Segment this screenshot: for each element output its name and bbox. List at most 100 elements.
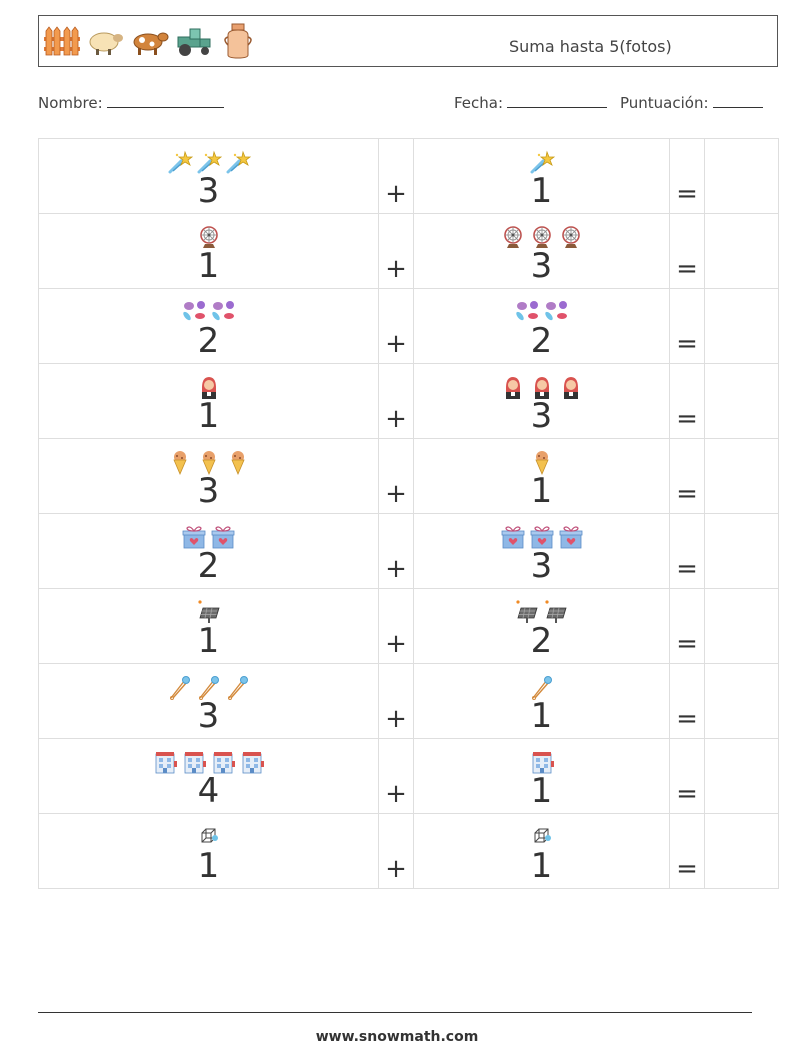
plus-sign: + (385, 554, 407, 584)
plus-sign-cell: + (378, 438, 414, 514)
addend-a: 1 (197, 246, 220, 286)
addend-a: 4 (197, 771, 220, 811)
answer-cell[interactable] (704, 663, 779, 739)
equals-sign-cell: = (669, 513, 705, 589)
plus-sign-cell: + (378, 138, 414, 214)
safety-pin-icon (529, 674, 555, 700)
cow-icon (130, 21, 170, 61)
shooting-star-icon (529, 149, 555, 175)
answer-cell[interactable] (704, 588, 779, 664)
building-icon (210, 749, 236, 775)
addend-b: 1 (530, 846, 553, 886)
ice-cream-cone-icon (225, 449, 251, 476)
answer-cell[interactable] (704, 288, 779, 364)
addend-a: 1 (197, 396, 220, 436)
solar-panel-icon (543, 599, 569, 625)
date-label: Fecha: (454, 94, 504, 112)
plus-sign: + (385, 404, 407, 434)
addend-b: 1 (530, 771, 553, 811)
problem-row: 3 +1 = (38, 438, 779, 514)
name-field: Nombre: (38, 94, 224, 112)
plus-sign-cell: + (378, 588, 414, 664)
equals-sign: = (676, 629, 698, 659)
plus-sign: + (385, 179, 407, 209)
answer-cell[interactable] (704, 438, 779, 514)
ferris-wheel-icon (500, 224, 526, 250)
solar-panel-icon (514, 599, 540, 625)
plus-sign: + (385, 854, 407, 884)
answer-cell[interactable] (704, 213, 779, 289)
addend-b: 2 (530, 621, 553, 661)
answer-cell[interactable] (704, 363, 779, 439)
equals-sign-cell: = (669, 813, 705, 889)
picture-group (39, 299, 378, 325)
building-icon (239, 749, 265, 775)
problem-row: 1 +1 = (38, 813, 779, 889)
gift-box-icon (558, 524, 584, 550)
building-icon (529, 749, 555, 775)
candies-icon (543, 299, 569, 325)
addend-a-cell: 4 (38, 738, 379, 814)
picture-group (414, 599, 669, 625)
addend-b-cell: 2 (413, 288, 670, 364)
equals-sign: = (676, 779, 698, 809)
addend-b-cell: 3 (413, 363, 670, 439)
addend-a: 2 (197, 546, 220, 586)
equals-sign-cell: = (669, 588, 705, 664)
addend-b: 3 (530, 246, 553, 286)
safety-pin-icon (167, 674, 193, 700)
equals-sign-cell: = (669, 213, 705, 289)
candies-icon (181, 299, 207, 325)
header-icons (42, 21, 258, 61)
date-blank[interactable] (507, 106, 608, 108)
plus-sign-cell: + (378, 363, 414, 439)
addend-b-cell: 1 (413, 138, 670, 214)
footer-url: www.snowmath.com (315, 1029, 479, 1045)
picture-group (414, 299, 669, 325)
plus-sign-cell: + (378, 813, 414, 889)
addend-a-cell: 1 (38, 213, 379, 289)
picture-group (414, 824, 669, 850)
picture-group (39, 374, 378, 400)
equals-sign-cell: = (669, 288, 705, 364)
safety-pin-icon (196, 674, 222, 700)
gift-box-icon (500, 524, 526, 550)
plus-sign-cell: + (378, 213, 414, 289)
answer-cell[interactable] (704, 138, 779, 214)
problem-row: 2 +3 = (38, 513, 779, 589)
addend-a-cell: 3 (38, 663, 379, 739)
problem-row: 1 +3 = (38, 363, 779, 439)
score-blank[interactable] (712, 106, 763, 108)
building-icon (181, 749, 207, 775)
addend-a-cell: 1 (38, 813, 379, 889)
picture-group (414, 524, 669, 550)
addend-b: 3 (530, 546, 553, 586)
milk-jug-icon (218, 21, 258, 61)
score-field: Puntuación: (620, 94, 763, 112)
addend-b: 1 (530, 696, 553, 736)
picture-group (39, 449, 378, 476)
answer-cell[interactable] (704, 513, 779, 589)
worksheet-header: Suma hasta 5(fotos) (38, 15, 778, 67)
problem-row: 4 +1 = (38, 738, 779, 814)
equals-sign: = (676, 854, 698, 884)
name-blank[interactable] (106, 106, 224, 108)
building-icon (152, 749, 178, 775)
gift-box-icon (210, 524, 236, 550)
answer-cell[interactable] (704, 813, 779, 889)
equals-sign: = (676, 329, 698, 359)
answer-cell[interactable] (704, 738, 779, 814)
addend-b: 2 (530, 321, 553, 361)
candies-icon (210, 299, 236, 325)
picture-group (39, 149, 378, 175)
addend-a-cell: 2 (38, 288, 379, 364)
equals-sign: = (676, 404, 698, 434)
addend-a-cell: 3 (38, 138, 379, 214)
equals-sign: = (676, 479, 698, 509)
name-label: Nombre: (38, 94, 103, 112)
picture-group (414, 149, 669, 175)
plus-sign: + (385, 704, 407, 734)
woman-icon (196, 374, 222, 400)
solar-panel-icon (196, 599, 222, 625)
plus-sign: + (385, 779, 407, 809)
